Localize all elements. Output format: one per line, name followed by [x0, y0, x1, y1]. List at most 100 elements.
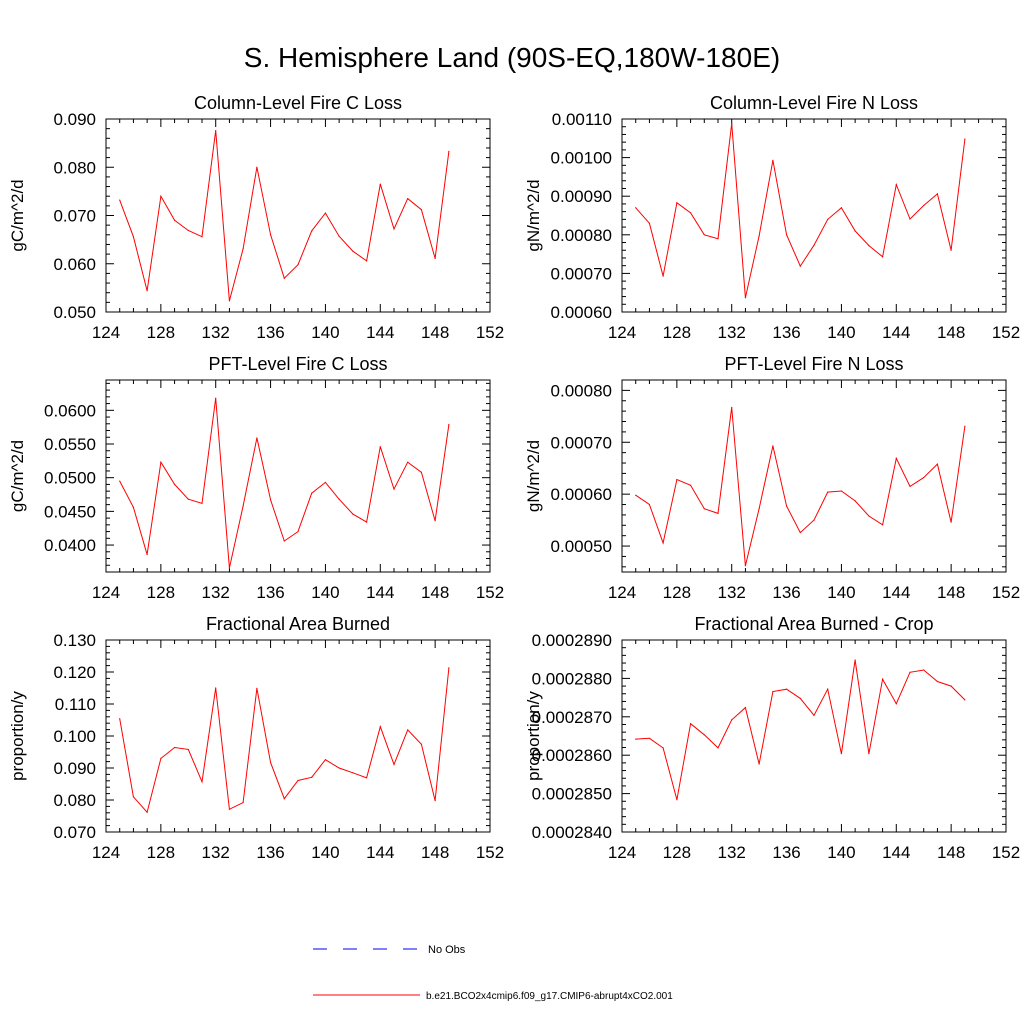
plot-frame — [105, 379, 491, 573]
data-point — [297, 264, 299, 266]
data-point — [201, 781, 203, 783]
data-point — [772, 690, 774, 693]
y-tick-label: 0.00100 — [551, 149, 612, 168]
y-tick-label: 0.080 — [53, 791, 96, 810]
legend: No Obs b.e21.BCO2x4cmip6.f09_g17.CMIP6-a… — [313, 944, 673, 1002]
y-tick-label: 0.060 — [53, 255, 96, 274]
data-point — [119, 718, 121, 720]
data-point — [365, 777, 368, 779]
data-point — [964, 425, 966, 427]
y-tick-label: 0.0550 — [44, 435, 96, 454]
x-tick-label: 136 — [256, 583, 284, 602]
x-tick-label: 136 — [256, 323, 284, 342]
data-point — [868, 515, 870, 517]
data-point — [868, 753, 870, 755]
data-point — [311, 230, 313, 232]
y-tick-label: 0.00110 — [552, 110, 612, 129]
plot-frame — [621, 639, 1007, 833]
data-point — [703, 508, 705, 510]
x-tick-label: 148 — [421, 323, 449, 342]
data-point — [365, 260, 368, 262]
data-point — [689, 484, 692, 486]
data-point — [434, 257, 436, 260]
data-point — [648, 737, 651, 739]
x-tick-label: 152 — [992, 323, 1020, 342]
data-point — [352, 250, 354, 252]
series-line — [635, 407, 966, 566]
data-point — [420, 471, 423, 473]
y-tick-label: 0.0400 — [44, 536, 96, 555]
series-line — [635, 659, 966, 800]
y-tick-label: 0.0002860 — [532, 746, 612, 765]
data-point — [448, 423, 450, 426]
data-point — [840, 753, 843, 755]
data-point — [393, 488, 395, 490]
data-point — [215, 687, 217, 689]
data-point — [215, 129, 217, 132]
x-tick-label: 140 — [311, 583, 339, 602]
x-tick-label: 124 — [92, 583, 120, 602]
data-point — [256, 687, 258, 689]
x-tick-label: 152 — [476, 843, 504, 862]
y-tick-label: 0.00090 — [551, 187, 612, 206]
data-point — [785, 505, 788, 507]
data-point — [676, 479, 678, 481]
data-point — [242, 505, 244, 507]
data-point — [950, 685, 952, 687]
data-point — [379, 726, 381, 728]
data-point — [228, 808, 231, 810]
data-point — [228, 567, 231, 569]
chart-panel-5: Fractional Area Burned proportion/y 124 128… — [8, 614, 504, 862]
x-tick-label: 148 — [937, 583, 965, 602]
data-point — [895, 184, 897, 186]
x-tick-label: 152 — [476, 583, 504, 602]
y-tick-label: 0.00080 — [551, 381, 612, 400]
series-line — [119, 130, 450, 302]
series-line — [119, 667, 450, 814]
x-tick-label: 128 — [147, 843, 175, 862]
data-point — [160, 195, 162, 197]
y-tick-label: 0.120 — [53, 663, 96, 682]
x-tick-label: 124 — [92, 843, 120, 862]
data-point — [854, 659, 856, 661]
data-point — [676, 202, 678, 204]
y-axis-label: gC/m^2/d — [8, 179, 27, 251]
y-tick-label: 0.00070 — [551, 433, 612, 452]
x-tick-label: 148 — [937, 323, 965, 342]
data-point — [950, 249, 952, 251]
y-tick-label: 0.0002870 — [532, 708, 612, 727]
y-tick-label: 0.080 — [53, 158, 96, 177]
data-point — [407, 198, 409, 200]
x-tick-label: 124 — [608, 323, 636, 342]
y-axis-label: gN/m^2/d — [524, 179, 543, 251]
data-point — [448, 150, 450, 152]
data-point — [393, 228, 395, 230]
data-point — [827, 491, 829, 493]
x-tick-label: 132 — [202, 323, 230, 342]
data-point — [256, 166, 258, 168]
data-point — [187, 498, 189, 500]
x-tick-label: 144 — [882, 583, 910, 602]
y-tick-label: 0.00060 — [551, 485, 612, 504]
data-point — [420, 209, 423, 211]
x-tick-label: 140 — [827, 583, 855, 602]
data-point — [717, 512, 719, 514]
data-point — [352, 513, 354, 515]
data-point — [324, 481, 327, 483]
plot-frame — [621, 118, 1007, 313]
data-point — [256, 437, 258, 439]
data-point — [950, 521, 952, 523]
data-point — [269, 499, 272, 501]
data-point — [283, 277, 285, 279]
y-axis-label: proportion/y — [524, 691, 543, 781]
chart-panel-6: Fractional Area Burned - Crop proportion/… — [524, 614, 1020, 862]
data-point — [744, 565, 747, 567]
data-point — [717, 238, 719, 240]
data-point — [297, 530, 299, 533]
figure-title: S. Hemisphere Land (90S-EQ,180W-180E) — [243, 42, 781, 73]
data-point — [662, 747, 664, 749]
data-point — [662, 275, 664, 277]
data-point — [420, 743, 423, 745]
y-tick-label: 0.00060 — [551, 303, 612, 322]
y-tick-label: 0.0002850 — [532, 785, 612, 804]
